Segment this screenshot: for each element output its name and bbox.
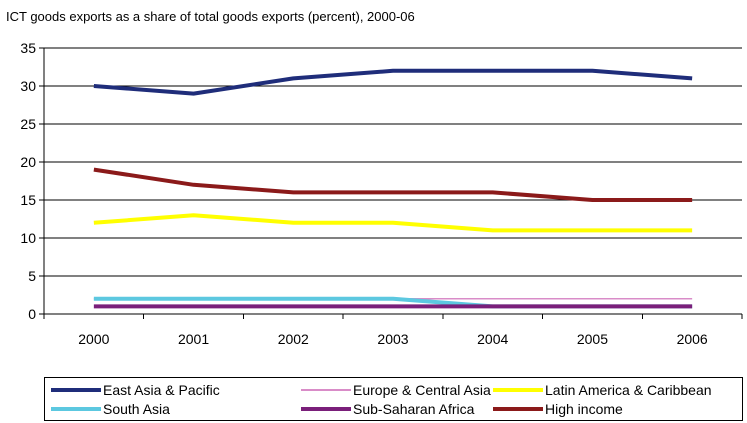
legend-item: South Asia (51, 400, 170, 418)
legend-label: High income (545, 401, 623, 417)
legend-swatch (493, 388, 543, 392)
legend: East Asia & Pacific Europe & Central Asia… (44, 377, 743, 421)
x-tick-label: 2005 (577, 331, 608, 347)
y-tick-label: 25 (20, 116, 36, 132)
legend-label: Europe & Central Asia (353, 382, 491, 398)
x-tick-label: 2006 (677, 331, 708, 347)
y-tick-label: 10 (20, 230, 36, 246)
y-tick-label: 5 (28, 268, 36, 284)
legend-label: South Asia (103, 401, 170, 417)
legend-swatch (301, 407, 351, 411)
y-tick-label: 15 (20, 192, 36, 208)
series-line-high-income (93, 167, 693, 202)
x-tick-label: 2002 (278, 331, 309, 347)
legend-swatch (51, 407, 101, 411)
series-lines (93, 68, 693, 309)
legend-label: East Asia & Pacific (103, 382, 220, 398)
legend-label: Latin America & Caribbean (545, 382, 712, 398)
legend-item: Sub-Saharan Africa (301, 400, 474, 418)
series-line-east-asia-pacific (93, 68, 693, 96)
axes (39, 47, 743, 319)
chart-title: ICT goods exports as a share of total go… (6, 9, 415, 24)
x-tick-label: 2003 (377, 331, 408, 347)
y-tick-label: 35 (20, 40, 36, 56)
gridlines (44, 47, 742, 277)
x-tick-label: 2004 (477, 331, 508, 347)
legend-item: Latin America & Caribbean (493, 381, 712, 399)
y-tick-label: 30 (20, 78, 36, 94)
y-tick-label: 20 (20, 154, 36, 170)
x-tick-label: 2001 (178, 331, 209, 347)
legend-item: East Asia & Pacific (51, 381, 220, 399)
legend-label: Sub-Saharan Africa (353, 401, 475, 417)
tick-labels: 0 5 10 15 20 25 30 35 2000 2001 2002 2003 2004 2005 20… (20, 40, 708, 347)
legend-swatch (51, 388, 101, 392)
y-tick-label: 0 (28, 306, 36, 322)
legend-swatch (493, 407, 543, 411)
legend-item: Europe & Central Asia (301, 381, 491, 399)
legend-item: High income (493, 400, 623, 418)
x-tick-label: 2000 (78, 331, 109, 347)
legend-swatch (301, 389, 351, 391)
series-line-latin-america-caribbean (93, 213, 693, 233)
